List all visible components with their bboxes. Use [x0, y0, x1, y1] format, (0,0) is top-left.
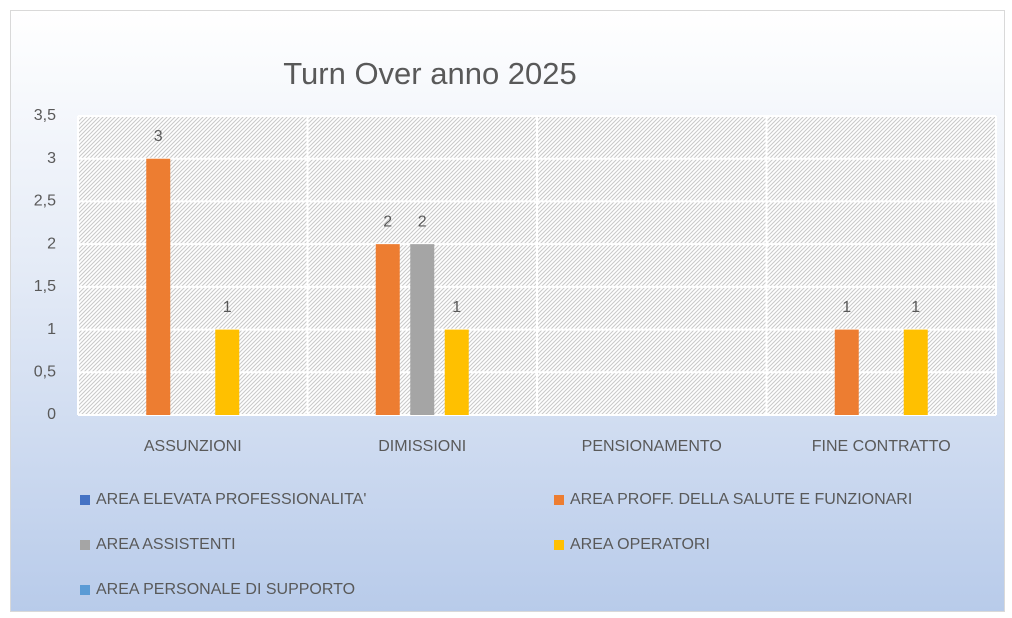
- x-tick-label: FINE CONTRATTO: [812, 438, 951, 455]
- y-tick-label: 3: [47, 150, 56, 167]
- bar: [444, 329, 469, 415]
- legend-label: AREA ASSISTENTI: [96, 536, 236, 553]
- chart-title: Turn Over anno 2025: [283, 56, 577, 91]
- y-tick-label: 2,5: [34, 193, 56, 210]
- x-tick-label: DIMISSIONI: [378, 438, 466, 455]
- legend-swatch: [80, 585, 90, 595]
- bar: [834, 329, 859, 415]
- y-tick-label: 1: [47, 321, 56, 338]
- legend-label: AREA ELEVATA PROFESSIONALITA': [96, 491, 366, 508]
- bar: [903, 329, 928, 415]
- legend-label: AREA PROFF. DELLA SALUTE E FUNZIONARI: [570, 491, 912, 508]
- bar: [375, 244, 400, 415]
- x-tick-label: PENSIONAMENTO: [582, 438, 722, 455]
- data-label: 2: [418, 213, 427, 230]
- y-tick-label: 0: [47, 406, 56, 423]
- data-label: 3: [154, 128, 163, 145]
- legend-swatch: [554, 495, 564, 505]
- y-tick-label: 1,5: [34, 278, 56, 295]
- legend-swatch: [554, 540, 564, 550]
- bar: [410, 244, 435, 415]
- data-label: 2: [383, 213, 392, 230]
- data-label: 1: [911, 299, 920, 316]
- data-label: 1: [223, 299, 232, 316]
- legend-swatch: [80, 540, 90, 550]
- y-tick-label: 3,5: [34, 107, 56, 124]
- data-label: 1: [842, 299, 851, 316]
- x-tick-label: ASSUNZIONI: [144, 438, 242, 455]
- y-tick-label: 0,5: [34, 364, 56, 381]
- bar: [215, 329, 240, 415]
- legend-swatch: [80, 495, 90, 505]
- legend-label: AREA PERSONALE DI SUPPORTO: [96, 581, 355, 598]
- data-label: 1: [452, 299, 461, 316]
- y-tick-label: 2: [47, 235, 56, 252]
- legend-label: AREA OPERATORI: [570, 536, 710, 553]
- bar: [146, 158, 171, 415]
